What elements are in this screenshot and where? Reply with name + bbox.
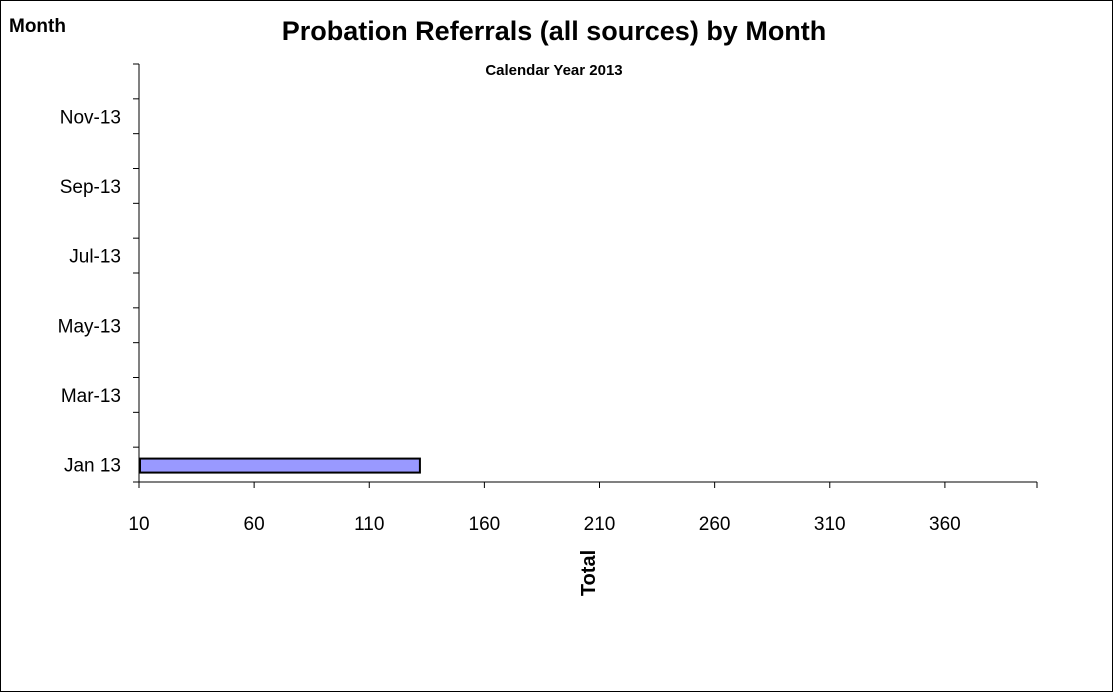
y-tick-label: May-13 — [58, 316, 121, 337]
x-tick-label: 360 — [929, 514, 961, 535]
x-tick-label: 310 — [814, 514, 846, 535]
x-tick-label: 110 — [354, 514, 384, 535]
y-tick-label: Sep-13 — [60, 177, 121, 198]
x-tick-label: 60 — [244, 514, 265, 535]
chart-subtitle: Calendar Year 2013 — [485, 62, 622, 79]
y-axis-label: Month — [9, 16, 66, 37]
y-tick-label: Mar-13 — [61, 386, 121, 407]
x-tick-label: 260 — [699, 514, 731, 535]
plot-area: Jan 13 Mar-13 May-13 Jul-13 Sep-13 Nov-13 10 60… — [58, 63, 1038, 535]
y-tick-label: Jan 13 — [64, 456, 121, 477]
y-tick-label: Nov-13 — [60, 107, 121, 128]
x-axis-label: Total — [578, 550, 600, 596]
x-tick-label: 160 — [469, 514, 501, 535]
chart-title: Probation Referrals (all sources) by Mon… — [282, 16, 827, 46]
x-tick-label: 10 — [128, 514, 149, 535]
bar-jan-13 — [139, 457, 421, 474]
x-tick-label: 210 — [584, 514, 616, 535]
y-tick-label: Jul-13 — [69, 247, 121, 268]
